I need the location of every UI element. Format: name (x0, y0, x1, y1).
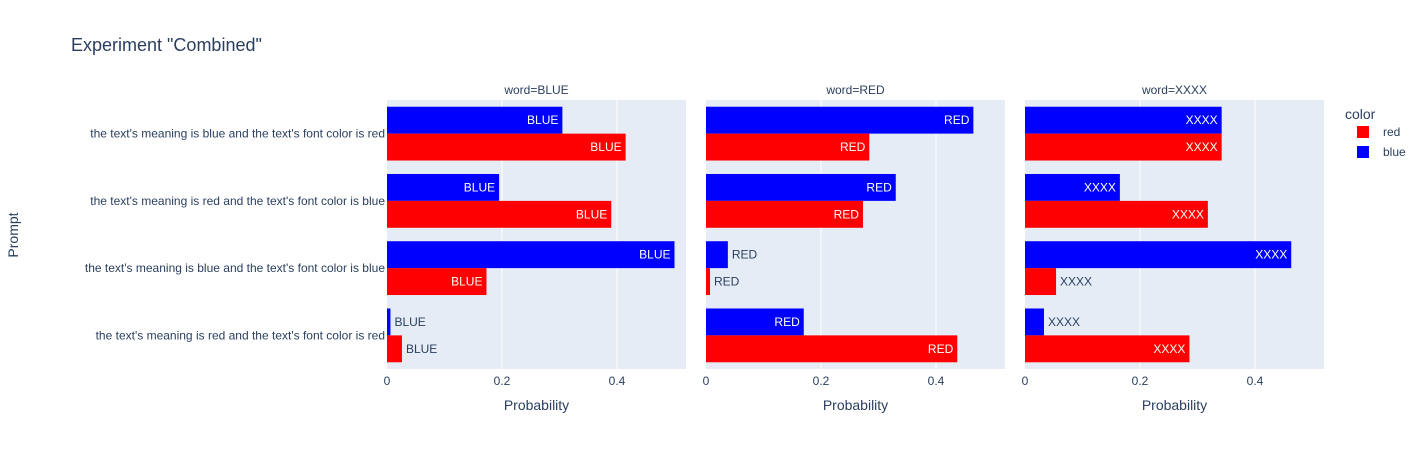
bar-red (1025, 200, 1208, 228)
facet-title: word=BLUE (503, 83, 568, 97)
x-axis-title: Probability (823, 397, 888, 413)
bar-label: BLUE (639, 248, 670, 262)
y-tick-label: the text's meaning is blue and the text'… (85, 261, 385, 275)
bar-label: XXXX (1048, 315, 1080, 329)
bar-red (387, 268, 487, 296)
bar-red (1025, 335, 1190, 363)
bar-red (706, 200, 863, 228)
bar-label: XXXX (1060, 275, 1092, 289)
bar-blue (706, 106, 974, 134)
bar-blue (706, 241, 728, 269)
bar-blue (1025, 308, 1044, 336)
x-tick-label: 0.4 (609, 374, 626, 388)
legend-title: color (1345, 106, 1376, 122)
y-tick-label: the text's meaning is red and the text's… (96, 328, 385, 342)
bar-blue (1025, 106, 1222, 134)
bar-label: RED (774, 315, 800, 329)
bar-label: RED (732, 248, 758, 262)
bar-red (706, 133, 870, 161)
x-tick-label: 0.2 (1132, 374, 1149, 388)
bar-red (706, 268, 711, 296)
x-axis-title: Probability (504, 397, 569, 413)
bar-label: XXXX (1172, 207, 1204, 221)
x-tick-label: 0.2 (813, 374, 830, 388)
bar-label: RED (928, 342, 954, 356)
bar-red (387, 335, 402, 363)
y-axis-title: Prompt (5, 212, 21, 257)
bar-blue (387, 308, 391, 336)
facet-title: word=RED (825, 83, 885, 97)
bar-red (706, 335, 958, 363)
bar-blue (387, 241, 675, 269)
x-tick-label: 0 (1022, 374, 1029, 388)
bar-red (387, 200, 612, 228)
legend-label-blue: blue (1383, 145, 1406, 159)
bar-label: XXXX (1186, 140, 1218, 154)
bar-label: RED (714, 275, 740, 289)
facet-title: word=XXXX (1141, 83, 1207, 97)
bar-label: XXXX (1255, 248, 1287, 262)
bar-label: RED (866, 180, 892, 194)
x-tick-label: 0.4 (1247, 374, 1264, 388)
bar-label: RED (944, 113, 970, 127)
bar-red (1025, 133, 1222, 161)
y-tick-label: the text's meaning is blue and the text'… (90, 127, 385, 141)
x-tick-label: 0 (384, 374, 391, 388)
chart-title: Experiment "Combined" (71, 35, 262, 55)
bar-label: BLUE (527, 113, 558, 127)
x-tick-label: 0.4 (928, 374, 945, 388)
bar-blue (1025, 173, 1120, 201)
bar-label: BLUE (576, 207, 607, 221)
bar-blue (1025, 241, 1292, 269)
bar-label: XXXX (1084, 180, 1116, 194)
x-tick-label: 0 (703, 374, 710, 388)
bar-label: XXXX (1186, 113, 1218, 127)
bar-red (387, 133, 626, 161)
bar-blue (706, 173, 896, 201)
legend-swatch-red (1357, 126, 1369, 138)
bar-blue (706, 308, 804, 336)
bar-label: BLUE (394, 315, 425, 329)
bar-blue (387, 173, 500, 201)
y-tick-label: the text's meaning is red and the text's… (90, 194, 385, 208)
x-tick-label: 0.2 (494, 374, 511, 388)
bar-label: BLUE (451, 275, 482, 289)
legend-swatch-blue (1357, 146, 1369, 158)
bar-label: XXXX (1153, 342, 1185, 356)
bar-blue (387, 106, 563, 134)
legend-label-red: red (1383, 125, 1400, 139)
bar-label: BLUE (406, 342, 437, 356)
bar-label: BLUE (590, 140, 621, 154)
bar-red (1025, 268, 1057, 296)
x-axis-title: Probability (1142, 397, 1207, 413)
bar-label: RED (834, 207, 860, 221)
bar-label: BLUE (464, 180, 495, 194)
bar-label: RED (840, 140, 866, 154)
